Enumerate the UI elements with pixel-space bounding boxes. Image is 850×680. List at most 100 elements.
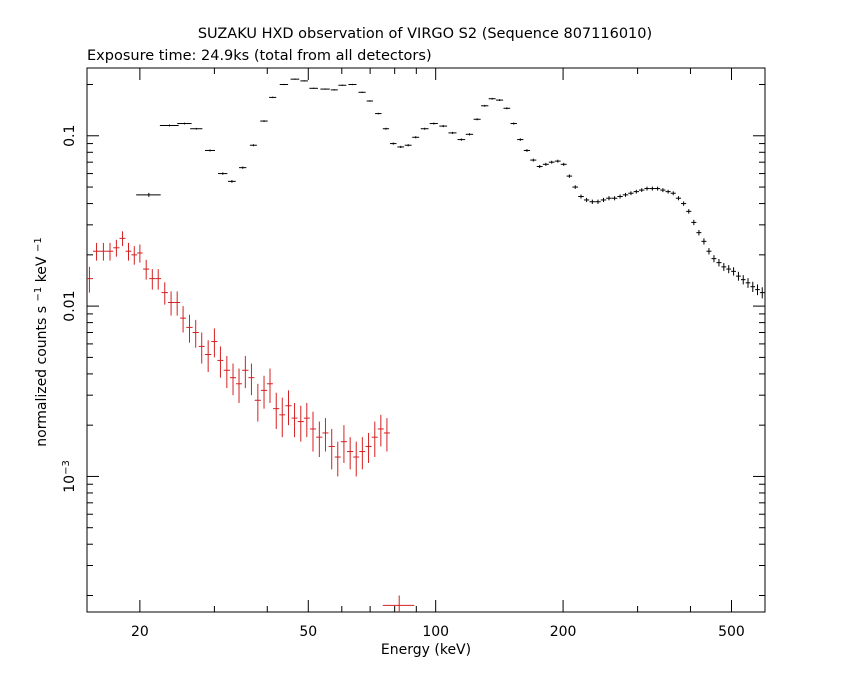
data-point [177,122,192,125]
data-point [736,271,741,281]
data-point [371,421,378,458]
y-tick-label-mantissa: 10 [62,475,78,493]
data-point [523,149,531,152]
data-point [167,291,175,316]
data-point [119,231,126,247]
data-point [649,186,656,191]
data-point [691,219,697,226]
data-point [273,392,280,429]
data-point [731,267,736,276]
data-point [675,196,682,201]
data-point [93,242,101,261]
x-tick-label: 200 [550,624,577,640]
data-point [236,368,242,403]
data-point [448,131,457,134]
chart-subtitle: Exposure time: 24.9ks (total from all de… [87,48,432,64]
y-axis-label-exp1: −1 [33,287,44,302]
data-point [578,194,584,199]
data-point [510,122,517,125]
data-point [290,78,300,80]
data-point [755,284,760,296]
data-point [397,145,405,149]
y-axis-label-mid: keV [34,256,50,282]
data-point [589,199,596,204]
data-point [131,246,138,265]
data-point [239,166,247,169]
data-point [365,432,372,463]
data-point [358,91,366,93]
data-point [223,355,230,389]
data-point [316,421,323,458]
data-point [701,238,707,245]
data-point [260,375,268,409]
data-point [611,196,618,201]
y-tick-label-exponent: −3 [61,460,72,475]
series-1 [136,78,765,299]
data-point [622,192,629,197]
y-tick-label: 0.1 [62,125,78,147]
data-point [242,355,249,389]
data-point [149,269,156,290]
data-point [670,191,676,196]
data-point [750,281,756,293]
data-point [488,97,496,100]
data-point [481,104,489,107]
data-point [530,158,537,162]
data-point [87,266,94,293]
data-point [548,160,555,164]
data-point [303,402,310,438]
data-point [716,259,722,267]
data-point [267,368,273,403]
series-2 [87,231,390,477]
y-axis-label-base: normalized counts s [34,306,50,447]
data-point [600,197,607,203]
series-3 [382,595,415,612]
x-tick-label: 20 [131,624,149,640]
data-point [249,144,257,147]
data-point [136,192,161,197]
data-point [554,159,561,163]
data-point [404,144,412,147]
data-point [285,390,292,426]
data-point [279,83,289,86]
data-point [566,174,573,178]
data-point [696,229,702,236]
data-point [322,418,329,452]
data-point [204,340,212,373]
y-tick-label: 0.01 [62,291,78,322]
data-point [517,138,524,141]
data-point [560,162,567,166]
data-point [106,242,114,261]
data-point [536,164,543,169]
data-point [279,397,286,438]
data-point [190,127,203,130]
data-point [542,162,549,166]
x-tick-label: 100 [422,624,449,640]
data-point [473,118,481,121]
data-point [412,136,420,139]
data-point [359,437,366,470]
chart-title: SUZAKU HXD observation of VIRGO S2 (Sequ… [198,26,652,42]
data-point [338,84,347,86]
data-point [155,269,162,290]
data-point [328,428,335,470]
data-point [248,363,255,396]
x-tick-label: 500 [718,624,745,640]
data-point [137,244,143,263]
data-point [726,265,732,274]
data-point [572,185,579,189]
data-point [439,125,448,128]
x-tick-label: 50 [299,624,317,640]
data-point [161,282,168,305]
data-point [503,107,511,110]
data-point [706,248,712,255]
data-point [382,595,415,612]
data-point [125,242,132,261]
data-point [420,127,429,130]
data-point [686,209,692,214]
data-point [218,172,228,175]
data-point [186,314,193,343]
data-point [347,437,354,470]
data-point [309,411,317,452]
